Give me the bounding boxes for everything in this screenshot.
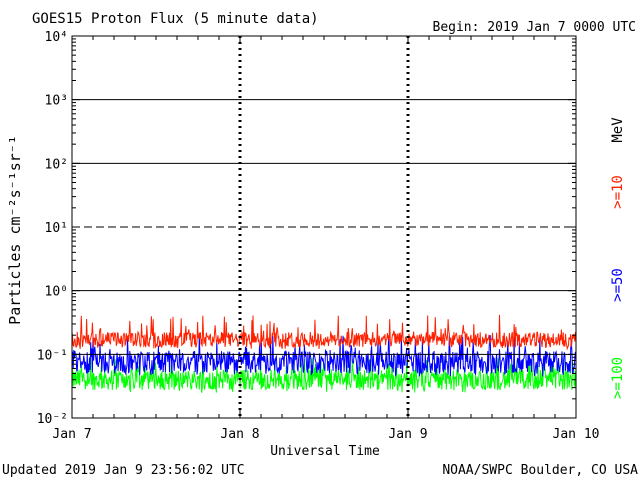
- y-tick-label: 10²: [45, 157, 68, 172]
- x-axis-label: Universal Time: [270, 444, 380, 459]
- x-tick-label: Jan 9: [388, 427, 427, 442]
- chart-title: GOES15 Proton Flux (5 minute data): [32, 11, 319, 27]
- legend-series-10: >=10: [610, 175, 626, 209]
- series-line-ge50: [71, 335, 577, 377]
- y-tick-label: 10⁴: [45, 30, 68, 45]
- series-layer: [71, 314, 577, 393]
- energy-unit-label: MeV: [610, 117, 626, 143]
- begin-time: Begin: 2019 Jan 7 0000 UTC: [433, 20, 637, 35]
- grid-layer: [72, 36, 576, 418]
- x-tick-label: Jan 7: [52, 427, 91, 442]
- x-tick-label: Jan 10: [553, 427, 600, 442]
- y-tick-label: 10⁻¹: [37, 348, 68, 363]
- series-line-ge10: [71, 314, 577, 351]
- y-tick-label: 10¹: [45, 221, 68, 236]
- axis-layer: 10⁻² 10⁻¹ 10⁰ 10¹ 10² 10³ 10⁴ Jan 7 Jan 8 Jan 9 Ja…: [37, 30, 600, 442]
- legend-series-50: >=50: [610, 268, 626, 302]
- y-tick-label: 10⁰: [45, 285, 68, 300]
- y-axis-label: Particles cm⁻²s⁻¹sr⁻¹: [6, 135, 24, 325]
- updated-timestamp: Updated 2019 Jan 9 23:56:02 UTC: [2, 463, 245, 478]
- x-tick-label: Jan 8: [220, 427, 259, 442]
- credit-label: NOAA/SWPC Boulder, CO USA: [442, 463, 638, 478]
- legend-series-100: >=100: [610, 357, 626, 399]
- y-tick-label: 10⁻²: [37, 412, 68, 427]
- y-tick-label: 10³: [45, 94, 68, 109]
